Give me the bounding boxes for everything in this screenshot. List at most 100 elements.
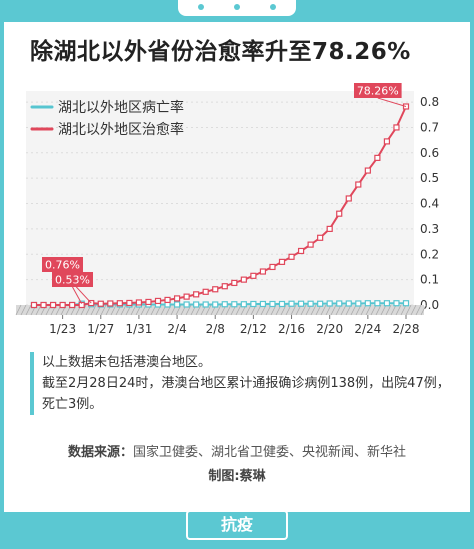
axis-hatch	[340, 304, 347, 316]
fatality-point	[336, 300, 343, 307]
axis-hatch	[320, 304, 327, 316]
recovery-point	[154, 297, 162, 305]
x-tick-label: 2/20	[316, 322, 343, 336]
axis-hatch	[35, 304, 42, 316]
recovery-point	[393, 124, 400, 131]
recovery-point	[240, 276, 247, 283]
recovery-point	[30, 301, 38, 309]
axis-hatch	[300, 304, 307, 316]
label-recovery-early: 0.76%	[45, 259, 80, 272]
y-tick-label: 0.2	[420, 247, 439, 261]
axis-hatch	[25, 304, 32, 316]
recovery-point	[97, 300, 104, 307]
axis-hatch	[15, 304, 22, 316]
recovery-point	[126, 299, 133, 307]
y-tick-label: 0.5	[420, 171, 439, 185]
axis-hatch	[410, 304, 417, 316]
recovery-point	[355, 181, 362, 188]
recovery-point	[326, 225, 333, 233]
top-bar	[0, 0, 474, 22]
recovery-rate-line	[34, 106, 407, 306]
axis-hatch	[120, 304, 127, 316]
decor-dot	[234, 4, 240, 10]
recovery-point	[69, 301, 76, 309]
fatality-point	[269, 300, 276, 308]
label-recovery-peak-leader	[377, 97, 407, 107]
recovery-point	[193, 291, 200, 298]
fatality-point	[345, 300, 352, 307]
x-tick-label: 2/24	[354, 322, 381, 336]
axis-hatch	[330, 304, 337, 316]
axis-hatch	[420, 304, 427, 316]
x-tick-label: 2/16	[278, 322, 305, 336]
recovery-point	[135, 299, 143, 306]
legend-fatality-label: 湖北以外地区病亡率	[58, 99, 184, 116]
chart-credit: 制图:蔡琳	[208, 469, 266, 484]
fatality-point	[259, 300, 267, 308]
fatality-point	[250, 300, 257, 308]
x-axis-bar	[16, 305, 424, 315]
y-tick-label: 0.0	[420, 298, 439, 312]
recovery-point	[259, 268, 267, 275]
axis-hatch	[395, 304, 402, 316]
x-tick-label: 1/27	[87, 322, 114, 336]
fatality-point	[355, 300, 362, 307]
footer-badge: 抗疫	[186, 510, 288, 540]
recovery-point	[297, 247, 305, 255]
axis-hatch	[290, 304, 297, 316]
axis-hatch	[235, 304, 242, 316]
recovery-point	[88, 299, 95, 307]
axis-hatch	[140, 304, 147, 316]
fatality-point	[326, 300, 333, 307]
axis-hatch	[390, 304, 397, 316]
axis-hatch	[245, 304, 252, 316]
axis-hatch	[130, 304, 137, 316]
axis-hatch	[325, 304, 332, 316]
axis-hatch	[100, 304, 107, 316]
axis-hatch	[375, 304, 382, 316]
recovery-point	[402, 103, 410, 110]
fatality-point	[278, 300, 286, 308]
x-tick-label: 2/28	[393, 322, 420, 336]
fatality-point	[317, 300, 324, 307]
recovery-point	[183, 293, 190, 300]
recovery-point	[107, 300, 114, 307]
fatality-point	[402, 300, 410, 307]
y-tick-label: 0.4	[420, 197, 439, 211]
fatality-point	[364, 300, 371, 307]
x-tick-label: 1/31	[125, 322, 152, 336]
fatality-point	[288, 300, 295, 307]
recovery-point	[145, 298, 152, 306]
axis-hatch	[185, 304, 192, 316]
axis-hatch	[80, 304, 87, 316]
axis-hatch	[380, 304, 387, 316]
top-bar-tab	[178, 0, 296, 16]
line-chart: 0.0 0.1 0.2 0.3 0.4 0.5 0.6 0.7 0.8 1/23 1/27 1/31 2…	[15, 83, 439, 336]
x-tick-label: 2/12	[240, 322, 267, 336]
axis-hatch	[415, 304, 422, 316]
fatality-point	[221, 301, 228, 308]
axis-hatch	[350, 304, 357, 316]
fatality-point	[183, 301, 190, 308]
page-title: 除湖北以外省份治愈率升至78.26%	[30, 39, 411, 65]
recovery-point	[164, 296, 171, 304]
label-fatality-early-leader	[72, 286, 83, 304]
fatality-point	[193, 301, 200, 308]
recovery-point	[78, 301, 85, 309]
recovery-point	[116, 300, 123, 307]
y-tick-label: 0.6	[420, 146, 439, 160]
axis-hatch	[215, 304, 222, 316]
recovery-point	[231, 279, 238, 287]
axis-hatch	[20, 304, 27, 316]
label-recovery-peak: 78.26%	[357, 85, 399, 98]
axis-hatch	[370, 304, 377, 316]
data-note: 以上数据未包括港澳台地区。 截至2月28日24时，港澳台地区累计通报确诊病例13…	[30, 352, 452, 415]
recovery-point	[40, 301, 47, 309]
fatality-point	[240, 301, 247, 308]
recovery-point	[307, 241, 314, 248]
recovery-point	[173, 295, 181, 302]
axis-hatch	[225, 304, 232, 316]
decor-dot	[198, 4, 204, 10]
axis-hatch	[360, 304, 367, 316]
x-tick-label: 1/23	[49, 322, 76, 336]
